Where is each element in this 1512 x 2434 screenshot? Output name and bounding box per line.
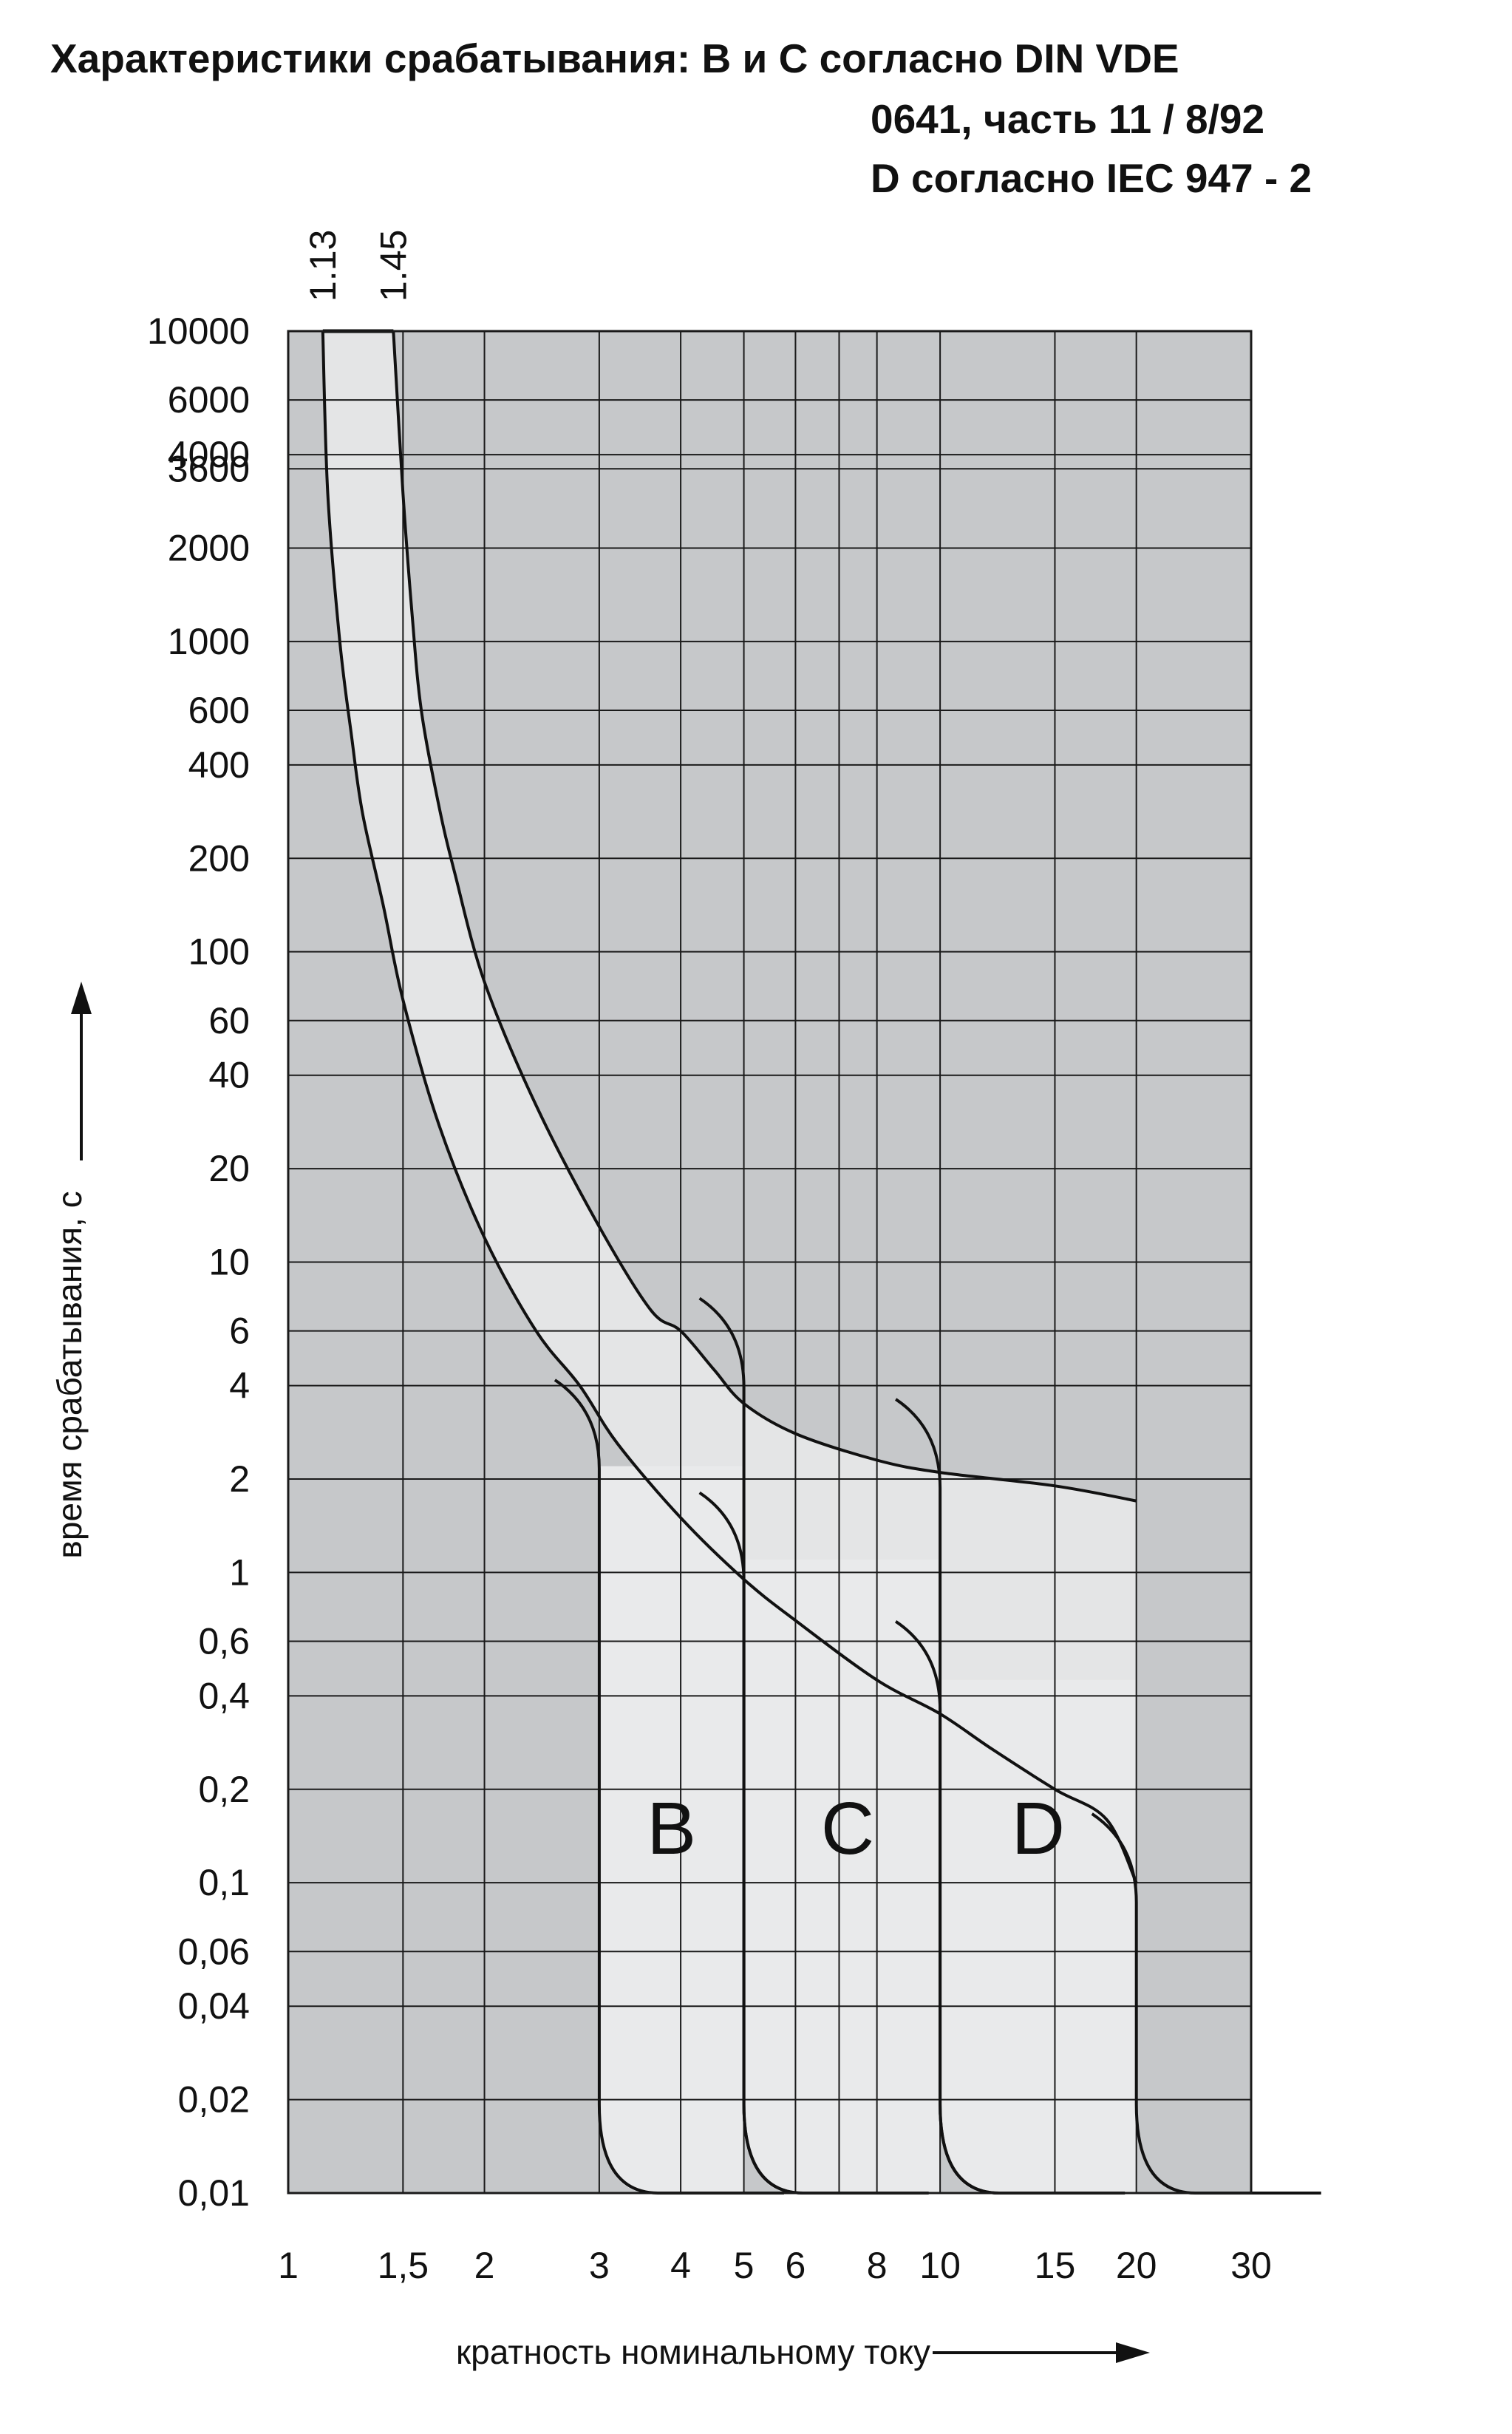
title-line-3: D согласно IEC 947 - 2 xyxy=(871,155,1312,201)
x-tick-label-1-5: 1,5 xyxy=(378,2245,429,2286)
y-tick-label-4000: 4000 xyxy=(168,434,250,475)
x-tick-label-1: 1 xyxy=(278,2245,299,2286)
x-tick-label-5: 5 xyxy=(734,2245,755,2286)
title-line-1: Характеристики срабатывания: B и C согла… xyxy=(50,35,1179,81)
y-tick-label-6000: 6000 xyxy=(168,379,250,421)
y-tick-label-4: 4 xyxy=(229,1365,250,1407)
plot-frame xyxy=(287,330,1253,2195)
y-tick-label-3600: 3600 xyxy=(168,448,250,489)
y-axis-label: время срабатывания, с xyxy=(50,1191,89,1558)
y-tick-label-0-01: 0,01 xyxy=(178,2172,250,2214)
trip-curve-C-min xyxy=(698,1296,929,2195)
x-axis-ticks: 1 1,5 2 3 4 5 6 8 10 15 20 30 xyxy=(278,2245,1272,2286)
chart-title: Характеристики срабатывания: B и C согла… xyxy=(50,35,1312,201)
trip-curve-D-min xyxy=(894,1398,1126,2195)
y-tick-label-20: 20 xyxy=(208,1148,250,1189)
region-fill-D xyxy=(940,1679,1137,2193)
y-tick-label-0-2: 0,2 xyxy=(198,1769,250,1810)
x-tick-label-2: 2 xyxy=(474,2245,495,2286)
y-tick-label-60: 60 xyxy=(208,1000,250,1041)
thermal-upper-curve xyxy=(392,330,1137,1503)
top-markers: 1.13 1.45 xyxy=(302,230,415,302)
x-tick-label-8: 8 xyxy=(867,2245,888,2286)
y-tick-label-0-04: 0,04 xyxy=(178,1985,250,2027)
x-tick-label-30: 30 xyxy=(1230,2245,1272,2286)
region-label-B: B xyxy=(647,1787,696,1870)
thermal-band-fill xyxy=(322,331,1137,1883)
y-tick-label-2: 2 xyxy=(229,1458,250,1500)
region-label-D: D xyxy=(1012,1787,1065,1870)
y-tick-label-0-02: 0,02 xyxy=(178,2079,250,2121)
y-axis-arrow xyxy=(71,982,92,1160)
x-tick-label-20: 20 xyxy=(1116,2245,1157,2286)
x-tick-label-6: 6 xyxy=(786,2245,806,2286)
trip-curve-D-max xyxy=(1091,1812,1321,2195)
trip-curve-B-min xyxy=(554,1379,784,2195)
y-tick-label-10000: 10000 xyxy=(147,310,250,352)
y-tick-label-0-4: 0,4 xyxy=(198,1675,250,1716)
region-label-C: C xyxy=(821,1787,874,1870)
thermal-lower-curve xyxy=(321,330,1138,1884)
y-tick-label-0-6: 0,6 xyxy=(198,1620,250,1662)
y-tick-label-1: 1 xyxy=(229,1551,250,1593)
y-tick-label-1000: 1000 xyxy=(168,621,250,662)
x-axis-arrow xyxy=(933,2342,1150,2363)
x-tick-label-10: 10 xyxy=(919,2245,961,2286)
y-tick-label-40: 40 xyxy=(208,1055,250,1096)
region-fill-C xyxy=(743,1560,941,2193)
y-tick-label-0-06: 0,06 xyxy=(178,1931,250,1972)
x-tick-label-3: 3 xyxy=(589,2245,610,2286)
y-tick-label-100: 100 xyxy=(188,931,250,973)
y-tick-label-200: 200 xyxy=(188,837,250,879)
y-tick-label-2000: 2000 xyxy=(168,527,250,568)
y-tick-label-600: 600 xyxy=(188,690,250,731)
x-axis-label: кратность номинальному току xyxy=(456,2333,930,2371)
title-line-2: 0641, часть 11 / 8/92 xyxy=(871,96,1264,142)
region-fill-B xyxy=(599,1466,744,2193)
x-tick-label-4: 4 xyxy=(670,2245,691,2286)
trip-band-layer xyxy=(322,331,1137,2193)
y-tick-label-400: 400 xyxy=(188,744,250,786)
top-marker-1-13: 1.13 xyxy=(302,230,344,302)
y-tick-label-0-1: 0,1 xyxy=(198,1862,250,1903)
grid-layer xyxy=(288,330,1251,2194)
region-labels: B C D xyxy=(647,1787,1065,1870)
y-tick-label-6: 6 xyxy=(229,1311,250,1352)
top-marker-1-45: 1.45 xyxy=(372,230,414,302)
y-tick-label-10: 10 xyxy=(208,1242,250,1283)
curve-layer xyxy=(321,329,1321,2195)
x-tick-label-15: 15 xyxy=(1035,2245,1076,2286)
